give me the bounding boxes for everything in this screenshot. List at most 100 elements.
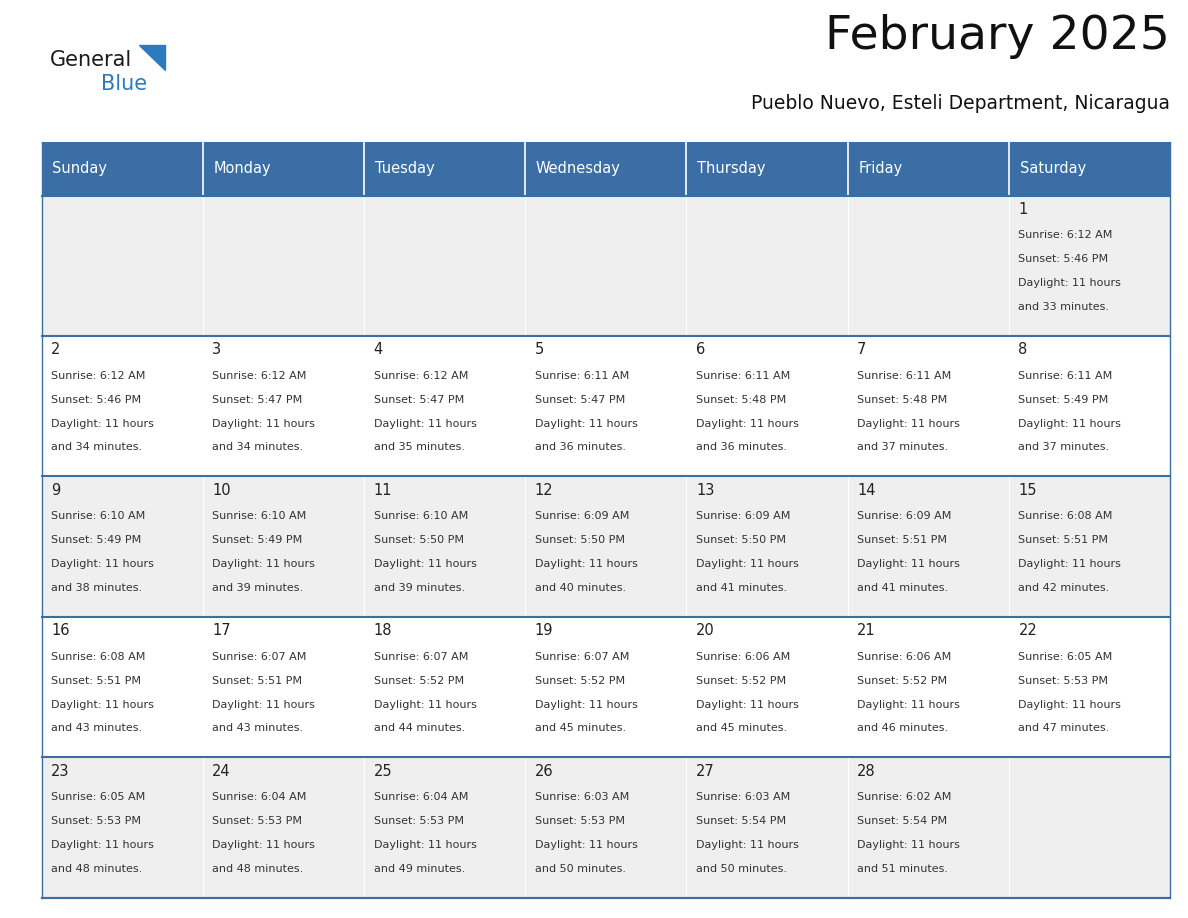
Text: Sunset: 5:51 PM: Sunset: 5:51 PM bbox=[1018, 535, 1108, 545]
Text: and 48 minutes.: and 48 minutes. bbox=[51, 864, 143, 874]
Polygon shape bbox=[139, 45, 165, 70]
Text: 20: 20 bbox=[696, 623, 715, 638]
Bar bbox=[203, 617, 364, 757]
Bar bbox=[203, 757, 364, 898]
Text: Sunset: 5:49 PM: Sunset: 5:49 PM bbox=[51, 535, 141, 545]
Text: Sunrise: 6:05 AM: Sunrise: 6:05 AM bbox=[1018, 652, 1113, 662]
Text: 1: 1 bbox=[1018, 202, 1028, 217]
Text: Pueblo Nuevo, Esteli Department, Nicaragua: Pueblo Nuevo, Esteli Department, Nicarag… bbox=[751, 95, 1170, 113]
Text: Daylight: 11 hours: Daylight: 11 hours bbox=[535, 559, 638, 569]
Text: and 39 minutes.: and 39 minutes. bbox=[373, 583, 465, 593]
Text: and 41 minutes.: and 41 minutes. bbox=[696, 583, 788, 593]
Bar bbox=[203, 336, 364, 476]
Text: Daylight: 11 hours: Daylight: 11 hours bbox=[858, 419, 960, 429]
Bar bbox=[848, 142, 1009, 196]
Bar bbox=[42, 757, 203, 898]
Text: Daylight: 11 hours: Daylight: 11 hours bbox=[696, 840, 798, 850]
Text: and 50 minutes.: and 50 minutes. bbox=[696, 864, 786, 874]
Text: Daylight: 11 hours: Daylight: 11 hours bbox=[535, 700, 638, 710]
Bar bbox=[687, 617, 848, 757]
Text: 4: 4 bbox=[373, 342, 383, 357]
Text: Sunset: 5:53 PM: Sunset: 5:53 PM bbox=[51, 816, 141, 826]
Bar bbox=[364, 757, 525, 898]
Text: 23: 23 bbox=[51, 764, 70, 778]
Text: Daylight: 11 hours: Daylight: 11 hours bbox=[373, 419, 476, 429]
Text: and 44 minutes.: and 44 minutes. bbox=[373, 723, 465, 733]
Bar bbox=[42, 476, 203, 617]
Text: Sunset: 5:47 PM: Sunset: 5:47 PM bbox=[373, 395, 463, 405]
Bar bbox=[687, 476, 848, 617]
Text: Friday: Friday bbox=[859, 162, 903, 176]
Text: Sunset: 5:52 PM: Sunset: 5:52 PM bbox=[373, 676, 463, 686]
Bar bbox=[364, 196, 525, 336]
Text: 11: 11 bbox=[373, 483, 392, 498]
Text: Daylight: 11 hours: Daylight: 11 hours bbox=[1018, 278, 1121, 288]
Text: Sunset: 5:51 PM: Sunset: 5:51 PM bbox=[858, 535, 947, 545]
Text: Sunset: 5:49 PM: Sunset: 5:49 PM bbox=[213, 535, 303, 545]
Text: Sunset: 5:49 PM: Sunset: 5:49 PM bbox=[1018, 395, 1108, 405]
Text: Wednesday: Wednesday bbox=[536, 162, 621, 176]
Text: Sunrise: 6:06 AM: Sunrise: 6:06 AM bbox=[696, 652, 790, 662]
Text: 24: 24 bbox=[213, 764, 230, 778]
Text: and 51 minutes.: and 51 minutes. bbox=[858, 864, 948, 874]
Bar bbox=[1009, 196, 1170, 336]
Text: Sunrise: 6:11 AM: Sunrise: 6:11 AM bbox=[535, 371, 628, 381]
Bar bbox=[848, 617, 1009, 757]
Text: Daylight: 11 hours: Daylight: 11 hours bbox=[858, 559, 960, 569]
Text: and 40 minutes.: and 40 minutes. bbox=[535, 583, 626, 593]
Text: 22: 22 bbox=[1018, 623, 1037, 638]
Text: Sunrise: 6:12 AM: Sunrise: 6:12 AM bbox=[373, 371, 468, 381]
Text: Thursday: Thursday bbox=[697, 162, 766, 176]
Text: 25: 25 bbox=[373, 764, 392, 778]
Text: Sunrise: 6:11 AM: Sunrise: 6:11 AM bbox=[696, 371, 790, 381]
Text: Sunrise: 6:09 AM: Sunrise: 6:09 AM bbox=[858, 511, 952, 521]
Text: Sunset: 5:53 PM: Sunset: 5:53 PM bbox=[535, 816, 625, 826]
Text: and 39 minutes.: and 39 minutes. bbox=[213, 583, 303, 593]
Text: 14: 14 bbox=[858, 483, 876, 498]
Bar bbox=[42, 617, 203, 757]
Bar bbox=[203, 142, 364, 196]
Bar bbox=[525, 196, 687, 336]
Text: Sunset: 5:54 PM: Sunset: 5:54 PM bbox=[696, 816, 786, 826]
Text: Daylight: 11 hours: Daylight: 11 hours bbox=[1018, 700, 1121, 710]
Text: and 49 minutes.: and 49 minutes. bbox=[373, 864, 465, 874]
Text: and 37 minutes.: and 37 minutes. bbox=[858, 442, 948, 453]
Bar bbox=[525, 336, 687, 476]
Text: Daylight: 11 hours: Daylight: 11 hours bbox=[1018, 559, 1121, 569]
Text: and 42 minutes.: and 42 minutes. bbox=[1018, 583, 1110, 593]
Text: and 50 minutes.: and 50 minutes. bbox=[535, 864, 626, 874]
Bar bbox=[687, 196, 848, 336]
Text: Daylight: 11 hours: Daylight: 11 hours bbox=[373, 559, 476, 569]
Text: and 34 minutes.: and 34 minutes. bbox=[51, 442, 143, 453]
Text: and 45 minutes.: and 45 minutes. bbox=[696, 723, 788, 733]
Text: 6: 6 bbox=[696, 342, 706, 357]
Text: Daylight: 11 hours: Daylight: 11 hours bbox=[858, 840, 960, 850]
Text: and 35 minutes.: and 35 minutes. bbox=[373, 442, 465, 453]
Bar bbox=[1009, 142, 1170, 196]
Text: Sunrise: 6:12 AM: Sunrise: 6:12 AM bbox=[213, 371, 307, 381]
Bar bbox=[525, 757, 687, 898]
Text: Sunrise: 6:10 AM: Sunrise: 6:10 AM bbox=[373, 511, 468, 521]
Text: and 36 minutes.: and 36 minutes. bbox=[696, 442, 786, 453]
Text: Sunrise: 6:11 AM: Sunrise: 6:11 AM bbox=[1018, 371, 1113, 381]
Text: Sunset: 5:46 PM: Sunset: 5:46 PM bbox=[51, 395, 141, 405]
Bar bbox=[848, 196, 1009, 336]
Text: Daylight: 11 hours: Daylight: 11 hours bbox=[696, 559, 798, 569]
Bar bbox=[1009, 336, 1170, 476]
Text: Sunrise: 6:12 AM: Sunrise: 6:12 AM bbox=[1018, 230, 1113, 241]
Bar bbox=[1009, 476, 1170, 617]
Text: Sunset: 5:53 PM: Sunset: 5:53 PM bbox=[1018, 676, 1108, 686]
Text: Sunrise: 6:08 AM: Sunrise: 6:08 AM bbox=[51, 652, 145, 662]
Bar bbox=[687, 757, 848, 898]
Text: Sunset: 5:50 PM: Sunset: 5:50 PM bbox=[373, 535, 463, 545]
Text: Sunrise: 6:07 AM: Sunrise: 6:07 AM bbox=[213, 652, 307, 662]
Text: 27: 27 bbox=[696, 764, 715, 778]
Text: and 37 minutes.: and 37 minutes. bbox=[1018, 442, 1110, 453]
Bar bbox=[42, 142, 203, 196]
Text: Blue: Blue bbox=[101, 74, 147, 95]
Text: Sunset: 5:50 PM: Sunset: 5:50 PM bbox=[696, 535, 786, 545]
Text: 13: 13 bbox=[696, 483, 714, 498]
Text: and 48 minutes.: and 48 minutes. bbox=[213, 864, 304, 874]
Text: and 38 minutes.: and 38 minutes. bbox=[51, 583, 143, 593]
Text: Sunrise: 6:05 AM: Sunrise: 6:05 AM bbox=[51, 792, 145, 802]
